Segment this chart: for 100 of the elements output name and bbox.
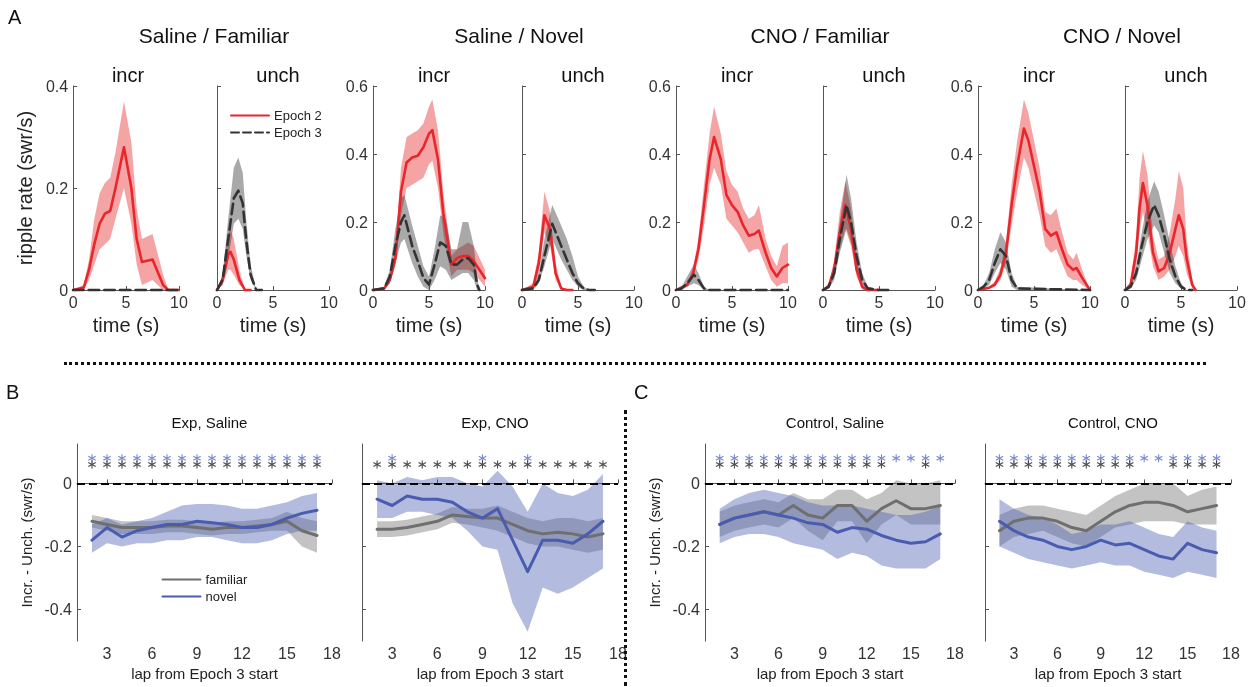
x-tick-label: 6	[774, 644, 784, 662]
chart-title: unch	[862, 64, 906, 86]
x-tick-label: 12	[1135, 644, 1154, 662]
y-tick-label: 0	[662, 281, 672, 299]
chart-title: unch	[561, 64, 605, 86]
chart-title: Exp, Saline	[171, 414, 248, 431]
legend-label: Epoch 3	[274, 125, 322, 140]
text: B	[6, 381, 20, 404]
x-axis-title: time (s)	[1000, 314, 1068, 336]
chart-title: incr	[1022, 64, 1056, 86]
y-tick-label: -0.4	[44, 601, 73, 619]
x-axis-title: time (s)	[1147, 314, 1215, 336]
y-axis-title: ripple rate (swr/s)	[14, 110, 36, 266]
y-tick-label: 0	[59, 281, 69, 299]
x-tick-label: 6	[432, 644, 442, 662]
x-tick-label: 15	[1178, 644, 1197, 662]
x-tick-label: 5	[268, 293, 278, 311]
x-tick-label: 5	[424, 293, 434, 311]
chart-title: incr	[720, 64, 754, 86]
chart-title: Control, CNO	[1067, 414, 1159, 431]
x-tick-label: 5	[1176, 293, 1186, 311]
chart-title: Exp, CNO	[461, 414, 529, 431]
y-tick-label: 0.4	[45, 77, 69, 95]
x-tick-label: 12	[857, 644, 876, 662]
chart-subtitle: Saline / Novel	[453, 24, 585, 48]
y-axis-title: Incr. - Unch. (swr/s)	[17, 477, 35, 608]
y-tick-label: 0.2	[45, 179, 69, 197]
y-tick-label: -0.4	[672, 601, 701, 619]
x-tick-label: 9	[192, 644, 202, 662]
x-tick-label: 18	[323, 644, 341, 662]
y-tick-label: 0.2	[950, 213, 974, 231]
x-tick-label: 18	[1222, 644, 1240, 662]
text: A	[8, 6, 22, 29]
chart-title: incr	[417, 64, 451, 86]
x-tick-label: 10	[926, 293, 944, 311]
chart-subtitle: CNO / Familiar	[749, 24, 891, 48]
x-tick-label: 9	[478, 644, 488, 662]
y-tick-label: 0.6	[345, 77, 369, 95]
x-tick-label: 5	[874, 293, 884, 311]
x-tick-label: 10	[1228, 293, 1246, 311]
x-tick-label: 6	[1052, 644, 1062, 662]
y-tick-label: 0	[964, 281, 974, 299]
x-tick-label: 10	[320, 293, 338, 311]
x-tick-label: 15	[901, 644, 920, 662]
chart-subtitle: Saline / Familiar	[137, 24, 291, 48]
y-tick-label: 0.6	[648, 77, 672, 95]
legend-label: familiar	[205, 572, 249, 587]
x-tick-label: 5	[1029, 293, 1039, 311]
x-tick-label: 9	[1096, 644, 1106, 662]
x-tick-label: 0	[212, 293, 222, 311]
x-tick-label: 15	[563, 644, 582, 662]
x-tick-label: 3	[729, 644, 739, 662]
x-tick-label: 10	[1081, 293, 1099, 311]
x-tick-label: 12	[233, 644, 251, 662]
y-tick-label: 0.2	[345, 213, 369, 231]
y-axis-title: Incr. - Unch. (swr/s)	[645, 477, 663, 608]
x-tick-label: 3	[1009, 644, 1019, 662]
x-axis-title: time (s)	[544, 314, 612, 336]
y-tick-label: 0.4	[950, 145, 974, 163]
x-tick-label: 3	[102, 644, 112, 662]
chart-title: incr	[111, 64, 145, 86]
x-tick-label: 5	[121, 293, 131, 311]
chart-title: unch	[1164, 64, 1208, 86]
y-tick-label: -0.2	[44, 537, 73, 555]
y-tick-label: 0.2	[648, 213, 672, 231]
y-tick-label: 0.6	[950, 77, 974, 95]
x-tick-label: 10	[170, 293, 188, 311]
chart-subtitle: CNO / Novel	[1062, 24, 1182, 48]
x-tick-label: 10	[476, 293, 494, 311]
x-tick-label: 5	[573, 293, 583, 311]
legend-label: Epoch 2	[274, 108, 322, 123]
x-tick-label: 15	[278, 644, 296, 662]
x-axis-title: time (s)	[698, 314, 766, 336]
y-tick-label: -0.2	[672, 537, 701, 555]
x-tick-label: 10	[779, 293, 797, 311]
x-axis-title: lap from Epoch 3 start	[756, 665, 905, 682]
x-tick-label: 9	[818, 644, 828, 662]
x-tick-label: 0	[517, 293, 527, 311]
y-tick-label: 0	[63, 474, 73, 492]
x-axis-title: time (s)	[845, 314, 913, 336]
x-tick-label: 0	[1120, 293, 1130, 311]
text: C	[634, 381, 649, 404]
y-tick-label: 0	[691, 474, 701, 492]
x-tick-label: 10	[625, 293, 643, 311]
y-tick-label: 0	[359, 281, 369, 299]
chart-title: Control, Saline	[785, 414, 885, 431]
x-tick-label: 3	[387, 644, 397, 662]
x-axis-title: lap from Epoch 3 start	[416, 665, 565, 682]
x-axis-title: time (s)	[239, 314, 307, 336]
x-tick-label: 0	[818, 293, 828, 311]
x-axis-title: time (s)	[395, 314, 463, 336]
x-axis-title: time (s)	[92, 314, 160, 336]
x-tick-label: 12	[518, 644, 537, 662]
x-axis-title: lap from Epoch 3 start	[1034, 665, 1183, 682]
x-tick-label: 6	[147, 644, 157, 662]
chart-title: unch	[256, 64, 300, 86]
x-axis-title: lap from Epoch 3 start	[131, 665, 279, 682]
x-tick-label: 18	[946, 644, 964, 662]
y-tick-label: 0.4	[345, 145, 369, 163]
legend-label: novel	[205, 589, 237, 604]
